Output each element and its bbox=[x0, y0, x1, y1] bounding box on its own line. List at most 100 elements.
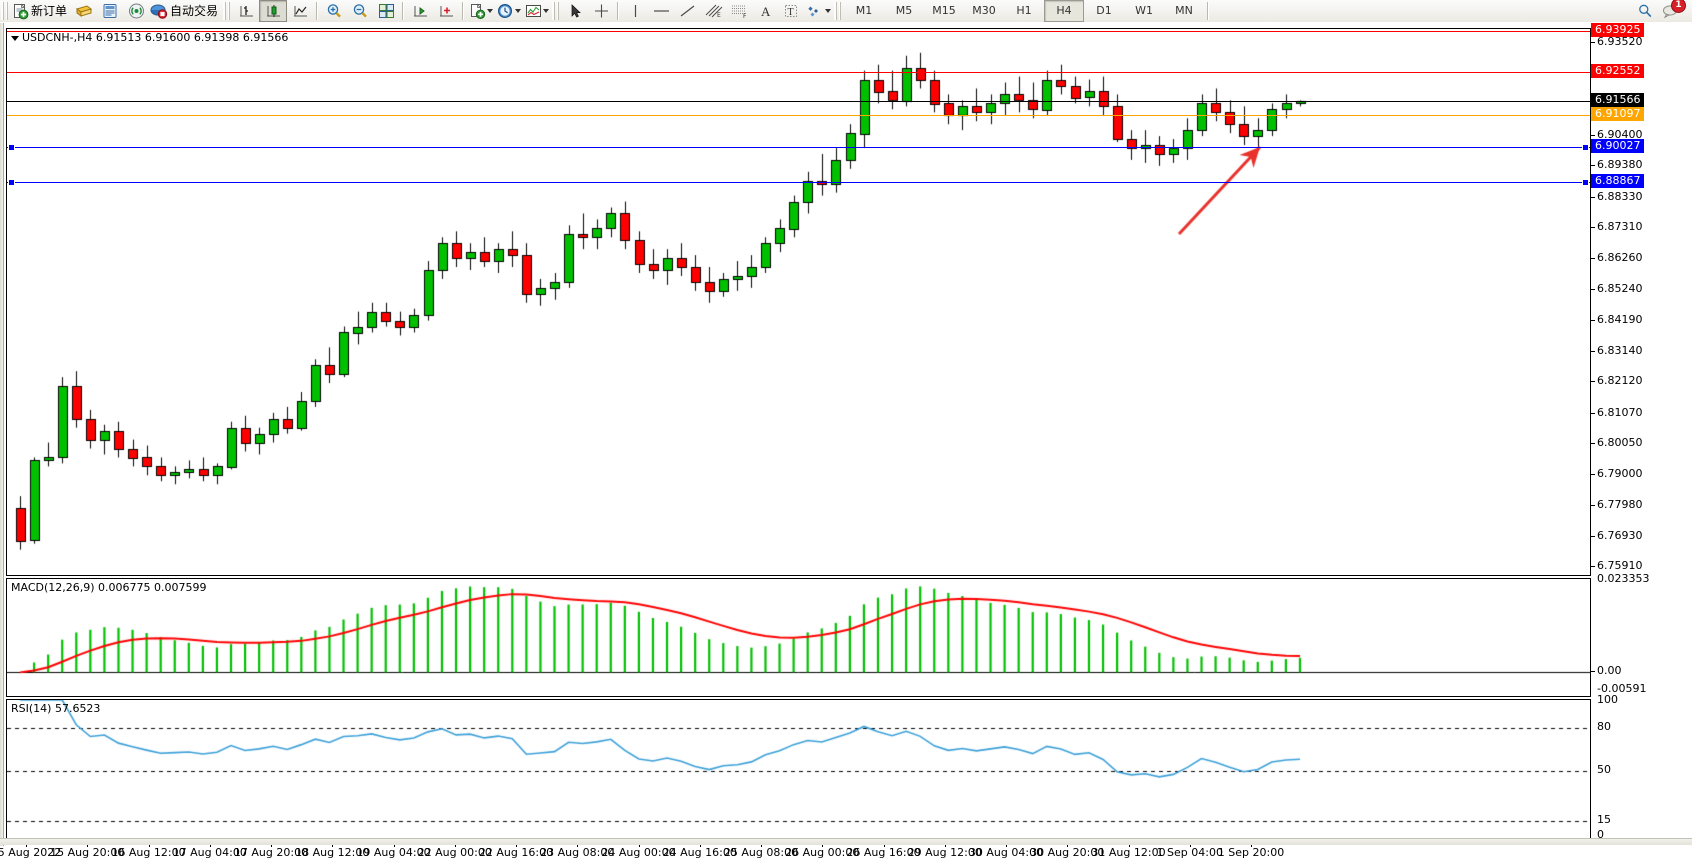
toolbar-grip-2[interactable] bbox=[223, 2, 232, 20]
price-tick-label: 6.83140 bbox=[1597, 344, 1643, 358]
timeframe-button-m1[interactable]: M1 bbox=[855, 4, 873, 17]
text-icon: A bbox=[758, 3, 773, 19]
toolbar-separator-2 bbox=[402, 2, 405, 20]
macd-chart-canvas[interactable] bbox=[7, 579, 1590, 696]
terminal-button[interactable] bbox=[97, 1, 123, 21]
bar-chart-button[interactable] bbox=[233, 1, 259, 21]
candlestick-chart-icon bbox=[265, 3, 282, 19]
period-chevron-down-icon[interactable] bbox=[515, 9, 522, 13]
timeframe-button-m15[interactable]: M15 bbox=[932, 4, 956, 17]
equidistant-channel-icon: E bbox=[704, 3, 723, 19]
chart-shift-button[interactable] bbox=[407, 1, 433, 21]
chart-menu-caret-icon[interactable] bbox=[11, 35, 19, 41]
price-label-resistance-upper[interactable]: 6.93925 bbox=[1591, 23, 1644, 38]
toolbar-grip-4[interactable] bbox=[834, 2, 843, 20]
macd-scale[interactable]: 0.023353 0.00 -0.00591 bbox=[1591, 572, 1691, 695]
indicators-button[interactable] bbox=[467, 1, 495, 21]
level-line-anchor[interactable] bbox=[8, 178, 15, 186]
price-tick-label: 6.87310 bbox=[1597, 220, 1643, 234]
price-chart-canvas[interactable] bbox=[7, 29, 1590, 575]
level-line-anchor[interactable] bbox=[1582, 178, 1589, 186]
search-button[interactable] bbox=[1632, 1, 1658, 21]
templates-chevron-down-icon[interactable] bbox=[543, 9, 550, 13]
zoom-out-button[interactable] bbox=[347, 1, 373, 21]
hline-button[interactable] bbox=[648, 1, 674, 21]
status-strip bbox=[0, 838, 1692, 845]
toolbar-grip[interactable] bbox=[1, 2, 9, 20]
price-tick-mark bbox=[1591, 566, 1595, 568]
level-line-support-lower[interactable] bbox=[7, 181, 1590, 183]
price-tick-mark bbox=[1591, 165, 1595, 167]
timeframe-button-mn[interactable]: MN bbox=[1175, 4, 1193, 17]
period-icon bbox=[497, 3, 514, 19]
price-tick-label: 6.89380 bbox=[1597, 158, 1643, 172]
level-line-current-price[interactable] bbox=[7, 101, 1590, 103]
price-label-support-upper[interactable]: 6.90027 bbox=[1591, 139, 1644, 154]
auto-scroll-icon bbox=[438, 3, 455, 19]
label-button[interactable]: T bbox=[778, 1, 804, 21]
drawings-button[interactable] bbox=[804, 1, 833, 21]
price-label-current-price[interactable]: 6.91566 bbox=[1591, 93, 1644, 108]
signal-button[interactable] bbox=[123, 1, 149, 21]
equidistant-channel-button[interactable]: E bbox=[700, 1, 726, 21]
level-line-anchor[interactable] bbox=[1582, 144, 1589, 152]
timeframe-button-w1[interactable]: W1 bbox=[1135, 4, 1153, 17]
price-tick-mark bbox=[1591, 535, 1595, 537]
level-line-pivot-orange[interactable] bbox=[7, 115, 1590, 117]
chart-symbol-text: USDCNH-,H4 6.91513 6.91600 6.91398 6.915… bbox=[22, 31, 289, 44]
rsi-pane[interactable]: RSI(14) 57.6523 bbox=[6, 699, 1591, 843]
text-button[interactable]: A bbox=[752, 1, 778, 21]
zoom-in-button[interactable] bbox=[321, 1, 347, 21]
level-line-resistance-upper[interactable] bbox=[7, 31, 1590, 33]
price-scale[interactable]: 6.93520 6.90400 6.89380 6.88330 6.87310 6.862… bbox=[1591, 23, 1691, 574]
price-tick-mark bbox=[1591, 196, 1595, 198]
price-tick-label: 6.77980 bbox=[1597, 497, 1643, 511]
chart-tile-button[interactable] bbox=[373, 1, 399, 21]
notification-button[interactable]: 1 bbox=[1658, 0, 1686, 21]
timeframe-button-h4[interactable]: H4 bbox=[1044, 0, 1085, 22]
price-pane[interactable]: USDCNH-,H4 6.91513 6.91600 6.91398 6.915… bbox=[6, 28, 1591, 576]
svg-text:E: E bbox=[717, 12, 721, 19]
macd-title: MACD(12,26,9) 0.006775 0.007599 bbox=[11, 581, 207, 594]
toolbar-grip-3[interactable] bbox=[552, 2, 561, 20]
level-line-resistance-lower[interactable] bbox=[7, 72, 1590, 74]
auto-trading-button[interactable]: 自动交易 bbox=[149, 1, 222, 21]
fibonacci-button[interactable]: F bbox=[726, 1, 752, 21]
wallet-button[interactable] bbox=[71, 1, 97, 21]
line-chart-button[interactable] bbox=[287, 1, 313, 21]
price-tick-mark bbox=[1591, 504, 1595, 506]
rsi-scale[interactable]: 100 80 50 15 0 bbox=[1591, 693, 1691, 841]
hline-icon bbox=[652, 3, 671, 19]
new-order-button[interactable]: 新订单 bbox=[11, 1, 71, 21]
candlestick-chart-button[interactable] bbox=[259, 0, 288, 22]
rsi-chart-canvas[interactable] bbox=[7, 700, 1590, 842]
price-tick-label: 6.88330 bbox=[1597, 189, 1643, 203]
drawings-chevron-down-icon[interactable] bbox=[825, 9, 832, 13]
cursor-button[interactable] bbox=[562, 1, 588, 21]
crosshair-button[interactable] bbox=[588, 1, 614, 21]
trendline-button[interactable] bbox=[674, 1, 700, 21]
price-label-pivot-orange[interactable]: 6.91097 bbox=[1591, 107, 1644, 122]
price-tick-label: 6.81070 bbox=[1597, 405, 1643, 419]
price-tick-label: 6.93520 bbox=[1597, 35, 1643, 49]
level-line-anchor[interactable] bbox=[8, 144, 15, 152]
timeframe-button-m30[interactable]: M30 bbox=[972, 4, 996, 17]
new-order-icon bbox=[12, 3, 29, 20]
auto-scroll-button[interactable] bbox=[433, 1, 459, 21]
price-label-resistance-lower[interactable]: 6.92552 bbox=[1591, 64, 1644, 79]
macd-pane[interactable]: MACD(12,26,9) 0.006775 0.007599 bbox=[6, 578, 1591, 697]
templates-button[interactable] bbox=[523, 1, 551, 21]
vline-button[interactable] bbox=[622, 1, 648, 21]
level-line-support-upper[interactable] bbox=[7, 147, 1590, 149]
chart-frame: USDCNH-,H4 6.91513 6.91600 6.91398 6.915… bbox=[0, 23, 1692, 863]
timeframe-button-d1[interactable]: D1 bbox=[1096, 4, 1112, 17]
timeframe-button-m5[interactable]: M5 bbox=[895, 4, 913, 17]
toolbar-separator-4 bbox=[617, 2, 620, 20]
timeframe-button-h1[interactable]: H1 bbox=[1016, 4, 1032, 17]
indicators-chevron-down-icon[interactable] bbox=[487, 9, 494, 13]
period-button[interactable] bbox=[495, 1, 523, 21]
svg-text:T: T bbox=[788, 7, 794, 18]
price-label-support-lower[interactable]: 6.88867 bbox=[1591, 173, 1644, 188]
chart-left-gutter[interactable] bbox=[0, 23, 4, 846]
